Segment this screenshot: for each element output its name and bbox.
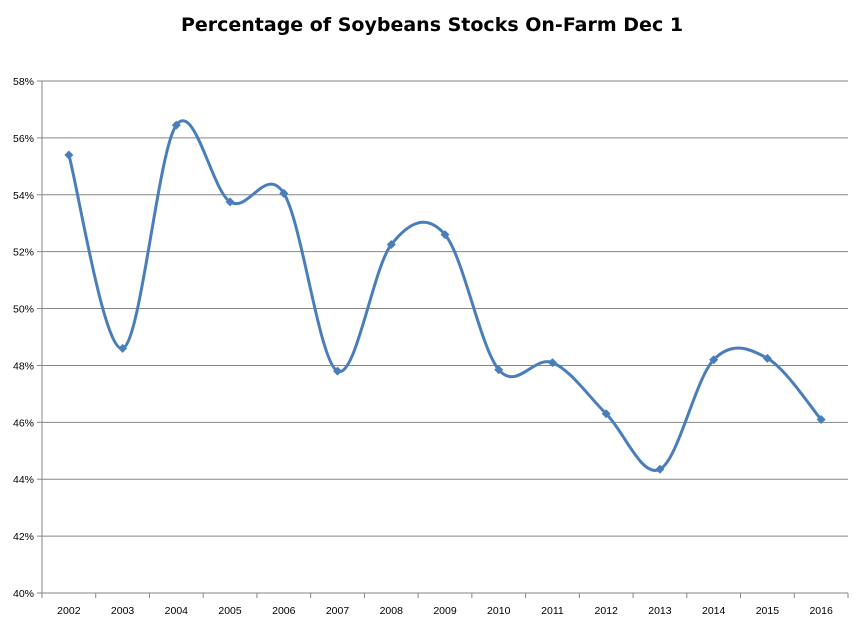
x-tick-label: 2003 bbox=[111, 605, 135, 617]
data-point-marker bbox=[171, 120, 181, 130]
series-layer bbox=[64, 119, 826, 474]
y-tick-label: 48% bbox=[13, 360, 34, 372]
y-axis-ticks: 40% 42% 44% 46% 48% 50% 52% 54% 56% 58% bbox=[13, 76, 42, 600]
data-point-marker bbox=[118, 343, 128, 353]
y-tick-label: 40% bbox=[13, 588, 34, 600]
x-tick-label: 2002 bbox=[57, 605, 81, 617]
x-tick-label: 2004 bbox=[165, 605, 189, 617]
gridlines bbox=[41, 80, 848, 594]
y-tick-label: 42% bbox=[13, 531, 34, 543]
data-point-marker bbox=[709, 355, 719, 365]
x-tick-label: 2006 bbox=[272, 605, 296, 617]
x-tick-label: 2015 bbox=[756, 605, 780, 617]
data-point-marker bbox=[64, 150, 74, 160]
data-point-marker bbox=[333, 366, 343, 376]
data-point-marker bbox=[494, 365, 504, 375]
data-point-marker bbox=[386, 240, 396, 250]
x-axis-ticks: 2002 2003 2004 2005 2006 2007 2008 2009 2010 2011… bbox=[41, 593, 849, 617]
x-tick-label: 2014 bbox=[702, 605, 726, 617]
y-tick-label: 44% bbox=[13, 474, 34, 486]
x-tick-label: 2008 bbox=[380, 605, 404, 617]
data-point-marker bbox=[762, 353, 772, 363]
data-point-marker bbox=[440, 230, 450, 240]
data-point-marker bbox=[655, 464, 665, 474]
chart-title: Percentage of Soybeans Stocks On-Farm De… bbox=[181, 14, 683, 36]
x-tick-label: 2012 bbox=[595, 605, 619, 617]
y-tick-label: 50% bbox=[13, 304, 34, 316]
data-point-marker bbox=[547, 358, 557, 368]
y-tick-label: 58% bbox=[13, 76, 34, 88]
x-tick-label: 2010 bbox=[487, 605, 511, 617]
data-point-marker bbox=[601, 409, 611, 419]
x-tick-label: 2013 bbox=[648, 605, 672, 617]
data-point-marker bbox=[225, 197, 235, 207]
y-tick-label: 46% bbox=[13, 417, 34, 429]
x-tick-label: 2005 bbox=[218, 605, 242, 617]
x-tick-label: 2011 bbox=[541, 605, 564, 617]
x-tick-label: 2007 bbox=[326, 605, 350, 617]
y-tick-label: 52% bbox=[13, 247, 34, 259]
y-tick-label: 54% bbox=[13, 190, 34, 202]
x-tick-label: 2016 bbox=[809, 605, 833, 617]
data-point-marker bbox=[279, 188, 289, 198]
data-point-marker bbox=[816, 414, 826, 424]
y-tick-label: 56% bbox=[13, 133, 34, 145]
series-line bbox=[67, 119, 823, 472]
x-tick-label: 2009 bbox=[433, 605, 457, 617]
